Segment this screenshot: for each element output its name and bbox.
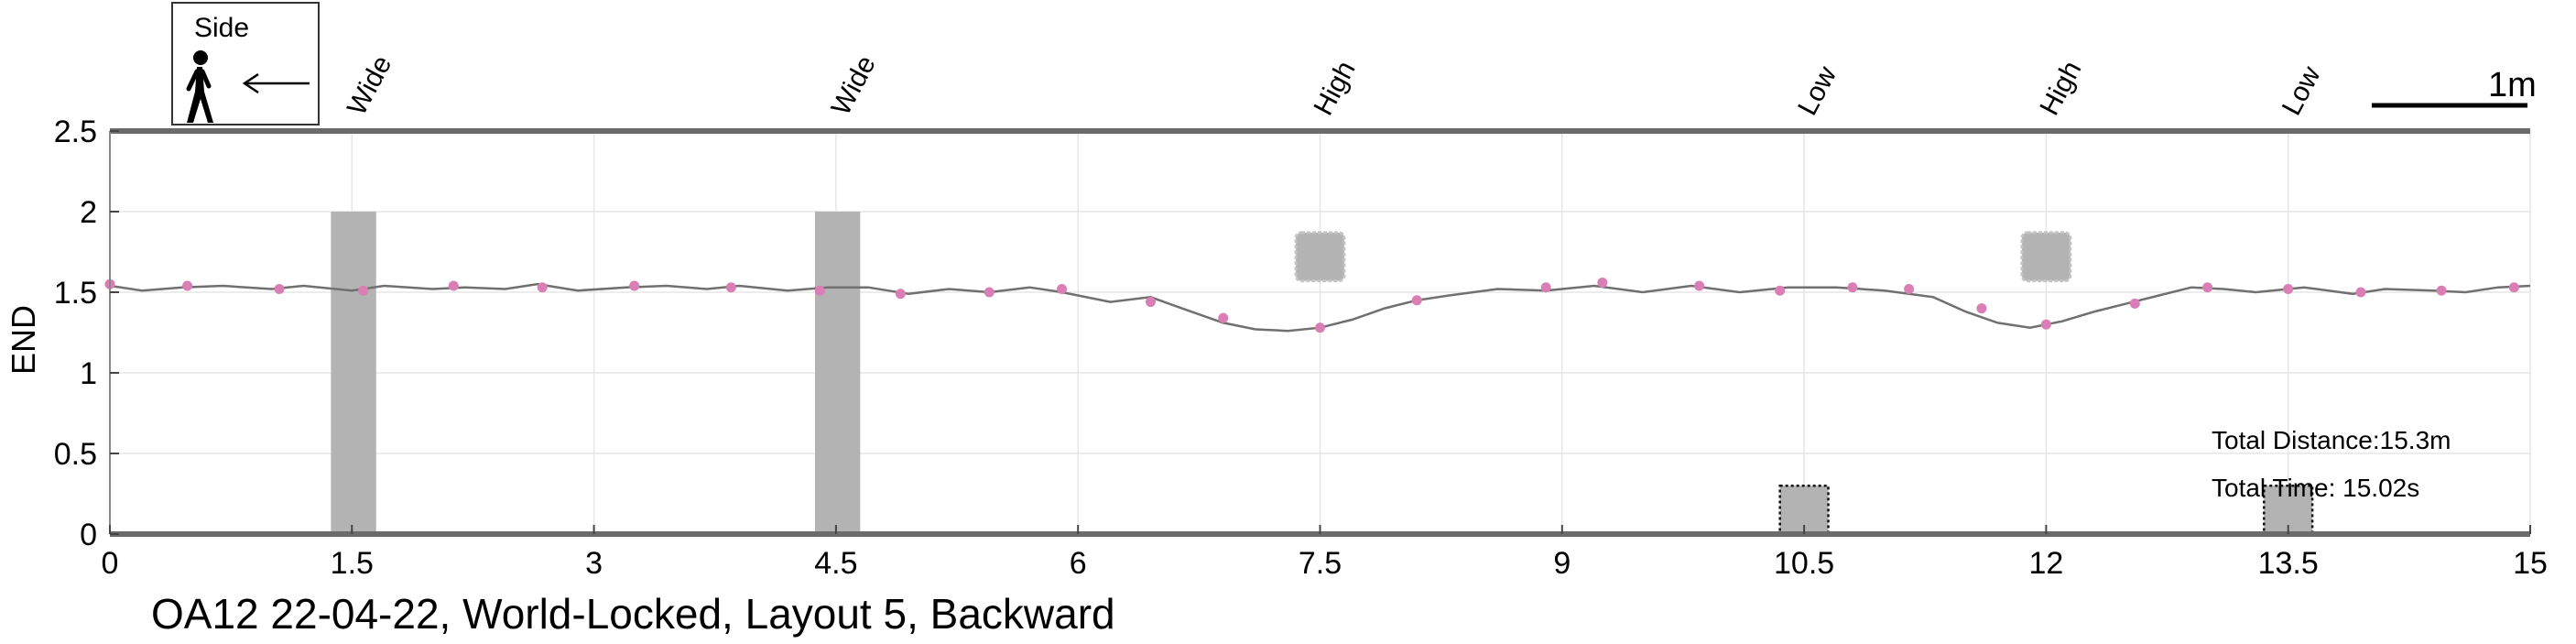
obstacle-wide (331, 212, 376, 534)
obstacle-label: High (2034, 56, 2087, 120)
trajectory-marker (1694, 280, 1705, 291)
scale-bar-label: 1m (2488, 66, 2537, 104)
obstacle-label: Wide (342, 50, 397, 120)
trajectory-marker (2129, 298, 2140, 309)
trajectory-marker (2508, 282, 2519, 293)
y-tick-label: 1 (80, 356, 97, 391)
y-tick-label: 0 (80, 518, 97, 552)
obstacle-low (2263, 484, 2314, 536)
trajectory-marker (2040, 319, 2051, 330)
obstacle-label: Low (1792, 61, 1842, 120)
trajectory-marker (1775, 285, 1786, 296)
trajectory-marker (2436, 285, 2447, 296)
total-distance-label: Total Distance:15.3m (2212, 426, 2451, 454)
trajectory-marker (358, 285, 369, 296)
trajectory-marker (629, 280, 640, 291)
y-tick-label: 2.5 (54, 115, 97, 149)
trajectory-marker (2355, 287, 2366, 298)
x-tick-label: 15 (2513, 546, 2548, 581)
label-layer: Wide Wide High Low High Low (342, 50, 2327, 120)
x-tick-label: 10.5 (1774, 546, 1834, 581)
trajectory-marker (448, 280, 459, 291)
walking-person-icon (186, 50, 213, 123)
trajectory-marker (537, 282, 548, 293)
series-layer (104, 277, 2531, 333)
trajectory-marker (1904, 283, 1915, 294)
trajectory-marker (895, 289, 906, 300)
axes-layer: 0 1.5 3 4.5 6 7.5 9 10.5 12 13.5 15 0 0.5 1 1.5 2 2.5 (54, 115, 2548, 581)
trajectory-marker (1145, 297, 1156, 308)
total-time-label: Total Time: 15.02s (2212, 474, 2419, 502)
legend-label: Side (194, 13, 249, 43)
trajectory-marker (182, 280, 193, 291)
trajectory-marker (2202, 282, 2213, 293)
trajectory-marker (1057, 283, 1068, 294)
x-tick-label: 1.5 (331, 546, 374, 581)
y-tick-label: 1.5 (54, 276, 97, 311)
y-axis-label: END (5, 305, 42, 375)
trajectory-marker (2283, 283, 2294, 294)
trajectory-marker (984, 287, 995, 298)
trajectory-marker (814, 285, 825, 296)
trajectory-marker (1597, 277, 1608, 288)
chart-title: OA12 22-04-22, World-Locked, Layout 5, B… (151, 590, 1115, 638)
y-tick-label: 2 (80, 195, 97, 230)
obstacle-high (2020, 231, 2072, 283)
x-tick-label: 6 (1070, 546, 1087, 581)
x-tick-label: 3 (585, 546, 603, 581)
trajectory-marker (725, 282, 736, 293)
x-tick-label: 7.5 (1299, 546, 1342, 581)
x-tick-label: 12 (2028, 546, 2063, 581)
scale-bar: 1m (2372, 66, 2537, 108)
trajectory-marker (1411, 295, 1422, 306)
obstacle-label: High (1309, 56, 1362, 120)
trajectory-marker (274, 283, 285, 294)
x-tick-label: 4.5 (814, 546, 857, 581)
legend-box: Side (171, 2, 320, 126)
left-arrow-icon (242, 72, 310, 94)
obstacle-label: Wide (826, 50, 882, 120)
y-tick-label: 0.5 (54, 437, 97, 472)
x-tick-label: 9 (1553, 546, 1571, 581)
x-tick-label: 0 (102, 546, 119, 581)
obstacle-label: Low (2277, 61, 2327, 120)
trajectory-marker (1315, 322, 1325, 333)
trajectory-marker (1540, 282, 1551, 293)
obstacle-wide (814, 212, 861, 534)
trajectory-marker (1847, 282, 1858, 293)
trajectory-marker (1976, 303, 1987, 314)
obstacle-layer (331, 212, 2314, 536)
obstacle-high (1294, 231, 1346, 283)
trajectory-marker (1218, 312, 1229, 323)
x-tick-label: 13.5 (2258, 546, 2319, 581)
